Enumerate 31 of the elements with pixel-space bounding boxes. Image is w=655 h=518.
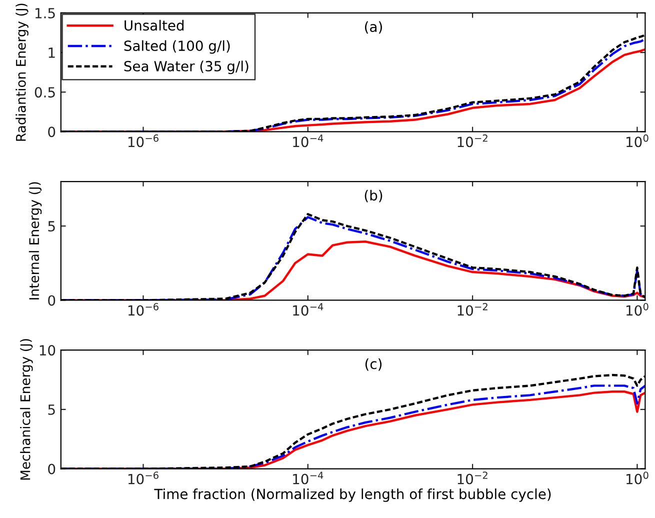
x-tick-label: 10$^{−2}$	[458, 472, 488, 484]
legend-label: Unsalted	[124, 20, 184, 31]
legend-label: Salted (100 g/l)	[124, 40, 230, 54]
x-tick-label: 10$^{0}$	[626, 134, 648, 148]
y-tick-label: 0	[48, 464, 56, 474]
y-tick-label: 10	[40, 345, 56, 356]
x-tick-label: 10$^{−2}$	[458, 303, 488, 316]
y-tick-label: 1.5	[35, 8, 55, 18]
annotation: (b)	[364, 190, 382, 202]
legend-label: Sea Water (35 g/l)	[124, 60, 248, 74]
y-axis-title: Mechanical Energy (J)	[20, 339, 33, 480]
x-tick-label: 10$^{−4}$	[293, 134, 324, 148]
x-tick-label: 10$^{−6}$	[128, 134, 158, 148]
x-tick-label: 10$^{−4}$	[293, 472, 324, 484]
y-tick-label: 1	[48, 48, 55, 58]
y-axis-title: Internal Energy (J)	[28, 182, 42, 300]
x-tick-label: 10$^{0}$	[626, 303, 648, 316]
y-tick-label: 5	[48, 221, 55, 232]
y-tick-label: 0	[48, 295, 56, 306]
x-axis-title: Time fraction (Normalized by length of first bubble cycle)	[154, 488, 551, 502]
y-tick-label: 5	[48, 404, 55, 415]
y-tick-label: 0.5	[34, 87, 55, 98]
x-tick-label: 10$^{−4}$	[293, 303, 324, 316]
x-tick-label: 10$^{−2}$	[458, 134, 488, 148]
annotation: (c)	[365, 358, 382, 371]
x-tick-label: 10$^{0}$	[626, 472, 648, 484]
x-tick-label: 10$^{−6}$	[128, 303, 158, 316]
x-tick-label: 10$^{−6}$	[128, 472, 158, 484]
y-axis-title: Radiantion Energy (J)	[16, 4, 28, 141]
y-tick-label: 0	[48, 126, 56, 138]
annotation: (a)	[365, 21, 382, 34]
